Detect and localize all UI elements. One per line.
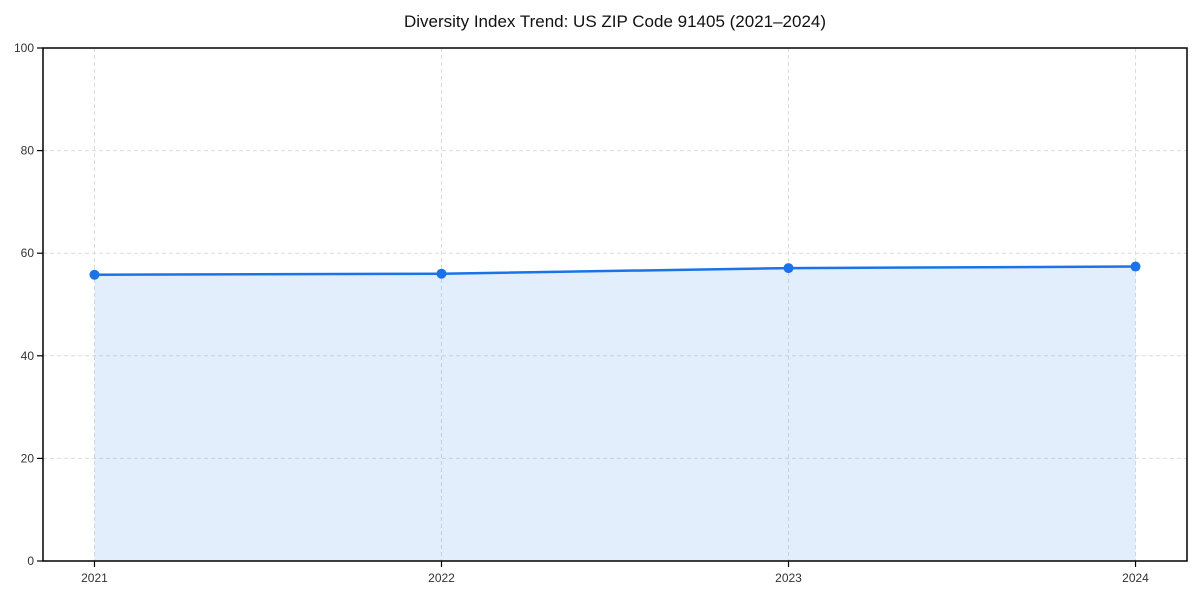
data-points — [89, 261, 1141, 280]
y-tick-label: 60 — [21, 246, 35, 260]
tick-marks — [37, 47, 1137, 567]
axes-spines — [42, 47, 1188, 562]
data-point — [89, 269, 100, 280]
tick-labels: 0 20 40 60 80 100 2021 2022 2023 2024 — [14, 41, 1149, 585]
data-point — [436, 268, 447, 279]
y-tick-label: 20 — [21, 451, 35, 465]
trend-line — [93, 265, 1137, 276]
x-tick-label: 2023 — [775, 571, 802, 585]
chart-title: Diversity Index Trend: US ZIP Code 91405… — [403, 12, 827, 31]
x-tick-label: 2024 — [1122, 571, 1149, 585]
plot-border — [42, 47, 1188, 562]
y-tick-label: 80 — [21, 144, 35, 158]
y-tick-label: 100 — [14, 41, 34, 55]
x-tick-label: 2022 — [428, 571, 455, 585]
data-point — [783, 263, 794, 274]
x-tick-label: 2021 — [81, 571, 108, 585]
area-fill — [94, 266, 1136, 561]
series-area — [94, 266, 1136, 561]
data-point — [1130, 261, 1141, 272]
y-tick-label: 40 — [21, 349, 35, 363]
y-tick-label: 0 — [27, 554, 34, 568]
series-line — [93, 265, 1137, 276]
